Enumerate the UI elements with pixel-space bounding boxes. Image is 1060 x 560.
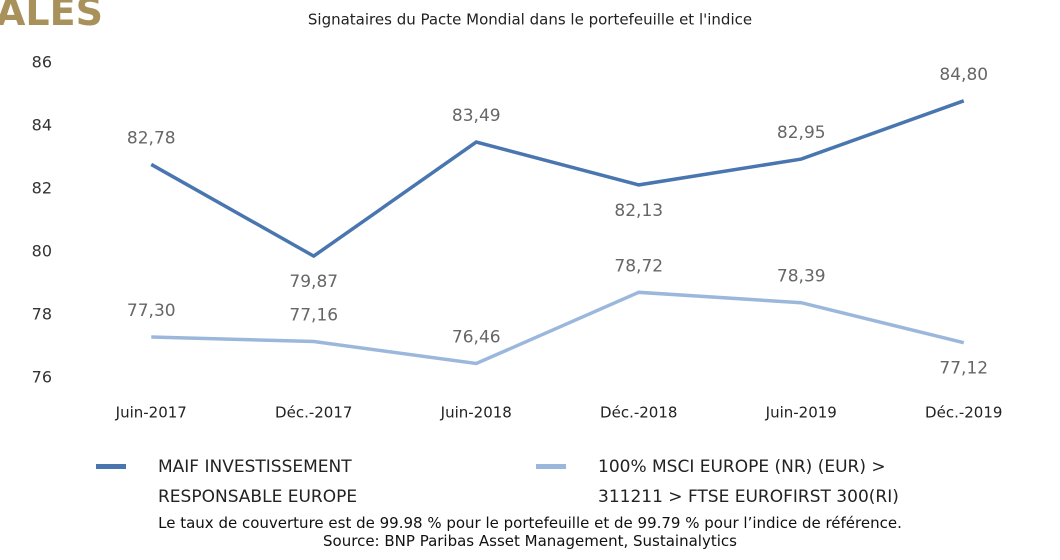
- legend-label: MAIF INVESTISSEMENT RESPONSABLE EUROPE: [158, 457, 358, 507]
- data-label: 77,30: [127, 301, 176, 321]
- x-tick-label: Juin-2017: [115, 404, 187, 422]
- legend-swatch: [536, 464, 566, 469]
- data-label: 82,95: [777, 123, 826, 143]
- x-tick-label: Déc.-2019: [925, 404, 1002, 422]
- series-line: [150, 99, 965, 259]
- x-tick-label: Juin-2018: [440, 404, 512, 422]
- data-label: 83,49: [452, 106, 501, 126]
- data-label: 82,78: [127, 128, 176, 148]
- legend-label: 100% MSCI EUROPE (NR) (EUR) > 311211 > F…: [598, 457, 899, 507]
- data-label: 78,39: [777, 267, 826, 287]
- legend-item: MAIF INVESTISSEMENT RESPONSABLE EUROPE: [96, 452, 426, 512]
- note: Source: BNP Paribas Asset Management, Su…: [323, 532, 737, 550]
- x-tick-label: Juin-2019: [765, 404, 837, 422]
- data-label: 78,72: [614, 256, 663, 276]
- y-tick-label: 82: [32, 179, 52, 198]
- header: ALES: [0, 0, 103, 34]
- y-tick-label: 86: [32, 53, 52, 72]
- data-label: 77,12: [939, 359, 988, 379]
- y-tick-label: 80: [32, 242, 52, 261]
- chart: Signataires du Pacte Mondial dans le por…: [32, 11, 1003, 422]
- note: Le taux de couverture est de 99.98 % pou…: [158, 514, 902, 532]
- legend-swatch: [96, 464, 126, 469]
- data-label: 77,16: [289, 305, 338, 325]
- series-line: [151, 290, 965, 366]
- legend-item: 100% MSCI EUROPE (NR) (EUR) > 311211 > F…: [536, 452, 906, 512]
- data-label: 79,87: [289, 272, 338, 292]
- data-label: 76,46: [452, 328, 501, 348]
- y-tick-label: 76: [32, 368, 52, 387]
- chart-title: Signataires du Pacte Mondial dans le por…: [308, 11, 752, 29]
- y-tick-label: 78: [32, 305, 52, 324]
- y-tick-label: 84: [32, 116, 52, 135]
- x-tick-label: Déc.-2018: [600, 404, 677, 422]
- x-tick-label: Déc.-2017: [275, 404, 352, 422]
- data-label: 82,13: [614, 201, 663, 221]
- data-label: 84,80: [939, 65, 988, 85]
